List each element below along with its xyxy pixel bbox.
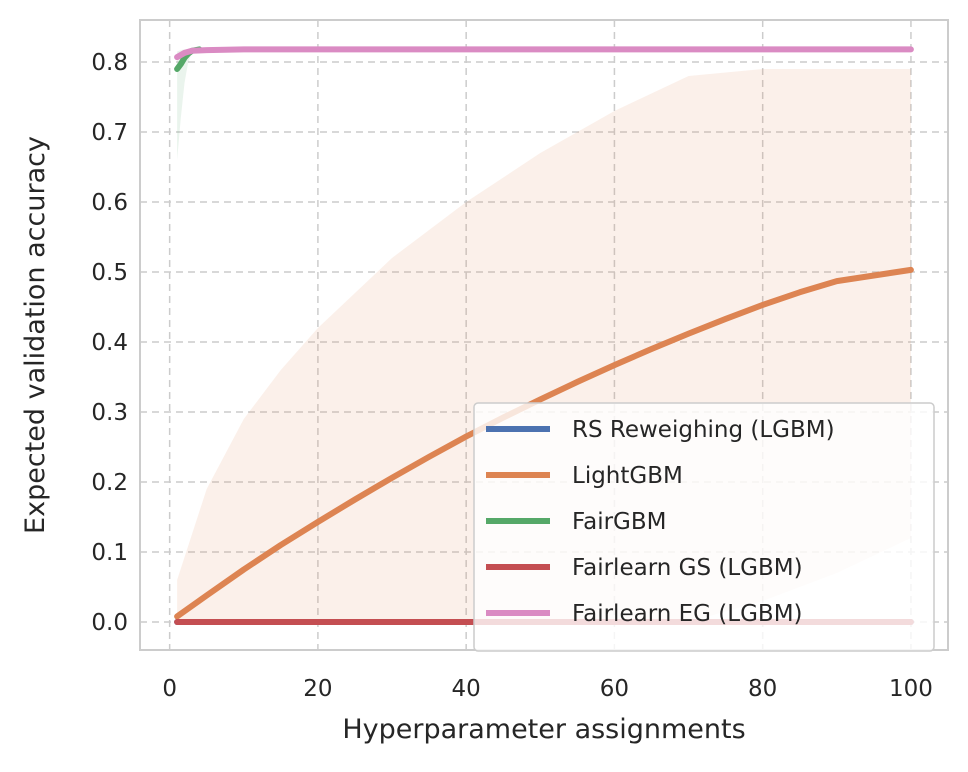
y-tick-label: 0.0 [91, 610, 128, 636]
y-tick-label: 0.6 [91, 190, 128, 216]
legend-label-rs-reweighing-lgbm: RS Reweighing (LGBM) [572, 417, 835, 443]
x-tick-label: 40 [452, 676, 481, 702]
y-tick-label: 0.7 [91, 120, 128, 146]
y-tick-label: 0.5 [91, 260, 128, 286]
y-tick-label: 0.2 [91, 470, 128, 496]
x-axis-label: Hyperparameter assignments [342, 714, 745, 745]
y-tick-label: 0.1 [91, 540, 128, 566]
legend-label-fairlearn-gs-lgbm: Fairlearn GS (LGBM) [572, 555, 803, 581]
series-line-lightgbm [174, 266, 914, 620]
legend-box [473, 402, 935, 652]
y-tick-label: 0.4 [91, 330, 128, 356]
x-tick-label: 60 [600, 676, 629, 702]
x-tick-label: 80 [748, 676, 777, 702]
y-axis-label: Expected validation accuracy [20, 136, 51, 534]
y-tick-label: 0.3 [91, 400, 128, 426]
legend-label-lightgbm: LightGBM [572, 463, 683, 489]
legend-label-fairgbm: FairGBM [572, 509, 667, 535]
x-tick-label: 20 [303, 676, 332, 702]
series-line-fairlearn-eg-lgbm [174, 46, 914, 61]
x-tick-label: 100 [889, 676, 933, 702]
y-tick-label: 0.8 [91, 50, 128, 76]
x-tick-label: 0 [162, 676, 177, 702]
x-tick-labels: 0 20 40 60 80 100 [162, 676, 933, 702]
y-tick-labels: 0.0 0.1 0.2 0.3 0.4 0.5 0.6 0.7 0.8 [91, 50, 128, 636]
confidence-band-fairgbm [177, 49, 200, 160]
legend-label-fairlearn-eg-lgbm: Fairlearn EG (LGBM) [572, 601, 803, 627]
legend: RS Reweighing (LGBM) LightGBM FairGBM Fairl… [473, 402, 935, 652]
